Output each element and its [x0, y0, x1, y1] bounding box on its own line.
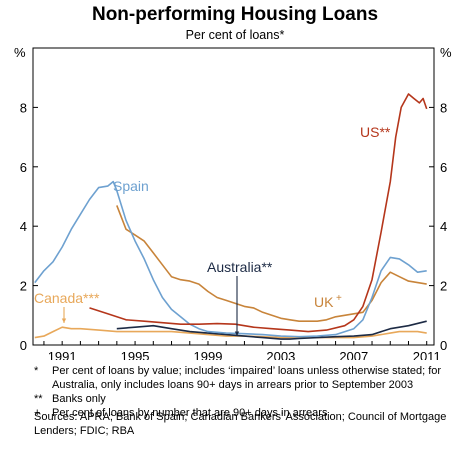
x-tick-label: 1999 — [194, 349, 223, 360]
y-tick-label-right: 0 — [440, 338, 447, 353]
y-tick-label-right: 2 — [440, 279, 447, 294]
y-tick-label-left: 4 — [20, 219, 27, 234]
chart-subtitle: Per cent of loans* — [185, 28, 285, 42]
footnote-1-mark: * — [34, 365, 39, 377]
footnote-3-text: Per cent of loans by number that are 90+… — [52, 407, 328, 419]
footnote-1: * Per cent of loans by value; includes ‘… — [34, 364, 464, 392]
canada-arrow-head — [61, 318, 67, 323]
y-tick-label-right: 6 — [440, 160, 447, 175]
y-tick-label-left: 0 — [20, 338, 27, 353]
footnote-1-text: Per cent of loans by value; includes ‘im… — [52, 365, 442, 391]
line-chart: 0 0 2 2 4 4 6 6 8 8% % 1991 1995 1999 2003 2007 2011 US**… — [14, 45, 452, 360]
series-line-canada — [34, 326, 427, 339]
series-line-uk — [116, 205, 427, 322]
chart-title: Non-performing Housing Loans — [91, 4, 379, 25]
footnote-2: ** Banks only — [34, 392, 464, 406]
y-unit-right: % — [440, 45, 452, 60]
footnote-3: + Per cent of loans by number that are 9… — [34, 406, 464, 420]
sources-note: Sources: APRA; Bank of Spain; Canadian B… — [34, 411, 447, 437]
y-tick-label-left: 2 — [20, 279, 27, 294]
series-line-us — [89, 93, 428, 333]
y-tick-label-left: 8 — [20, 100, 27, 115]
series-line-australia — [116, 320, 427, 340]
footnote-3-mark: + — [34, 407, 41, 419]
y-unit-left: % — [14, 45, 26, 60]
series-label-uk-suffix: + — [336, 293, 342, 304]
y-tick-label-right: 4 — [440, 219, 447, 234]
series-label-us: US** — [360, 124, 391, 140]
series-label-uk: UK — [314, 294, 334, 310]
series-label-spain: Spain — [113, 178, 149, 194]
footnote-2-text: Banks only — [52, 393, 106, 405]
x-tick-label: 2003 — [266, 349, 295, 360]
x-tick-label: 1991 — [48, 349, 77, 360]
y-tick-label-right: 8 — [440, 100, 447, 115]
footnote-2-mark: ** — [34, 393, 43, 405]
plot-frame — [32, 47, 435, 346]
x-tick-label: 2011 — [413, 349, 441, 360]
series-label-australia: Australia** — [207, 259, 273, 275]
footnotes: * Per cent of loans by value; includes ‘… — [34, 364, 464, 420]
australia-arrow-head — [234, 331, 240, 336]
x-tick-label: 2007 — [339, 349, 368, 360]
y-tick-label-left: 6 — [20, 160, 27, 175]
x-tick-label: 1995 — [121, 349, 150, 360]
series-label-canada: Canada*** — [34, 290, 100, 306]
